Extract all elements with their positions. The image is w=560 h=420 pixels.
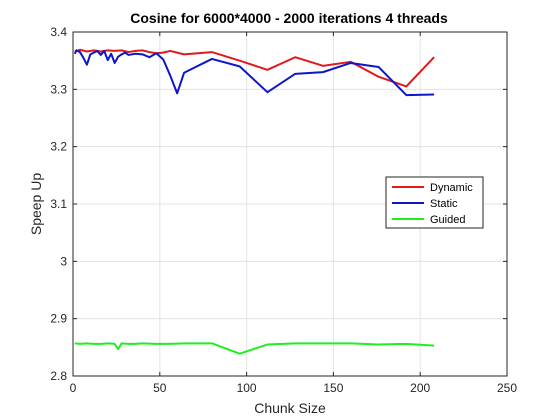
series-line-static: [73, 49, 435, 97]
x-tick-label: 50: [153, 381, 167, 395]
chart-title: Cosine for 6000*4000 - 2000 iterations 4…: [130, 10, 448, 26]
y-tick-label: 2.9: [50, 312, 67, 326]
legend-label-guided: Guided: [430, 214, 465, 226]
legend-label-static: Static: [430, 198, 458, 210]
legend-label-dynamic: Dynamic: [430, 182, 473, 194]
y-tick-label: 3.3: [50, 82, 67, 96]
series-layer: [73, 48, 435, 355]
x-tick-label: 200: [410, 381, 430, 395]
x-tick-label: 100: [237, 381, 257, 395]
y-tick-label: 3.1: [50, 197, 67, 211]
x-tick-label: 250: [497, 381, 517, 395]
y-tick-label: 3.4: [50, 25, 67, 39]
legend: Dynamic Static Guided: [385, 176, 484, 229]
ticks: 0 50 100 150 200 250 2.8 2.9 3 3.1 3.2 3.3 3.4: [50, 25, 517, 395]
x-tick-label: 150: [323, 381, 343, 395]
x-tick-label: 0: [70, 381, 77, 395]
y-tick-label: 3.2: [50, 140, 67, 154]
y-axis-label: Speep Up: [28, 173, 44, 235]
y-tick-label: 2.8: [50, 369, 67, 383]
series-line-guided: [74, 342, 435, 355]
x-axis-label: Chunk Size: [254, 400, 326, 416]
y-tick-label: 3: [60, 254, 67, 268]
